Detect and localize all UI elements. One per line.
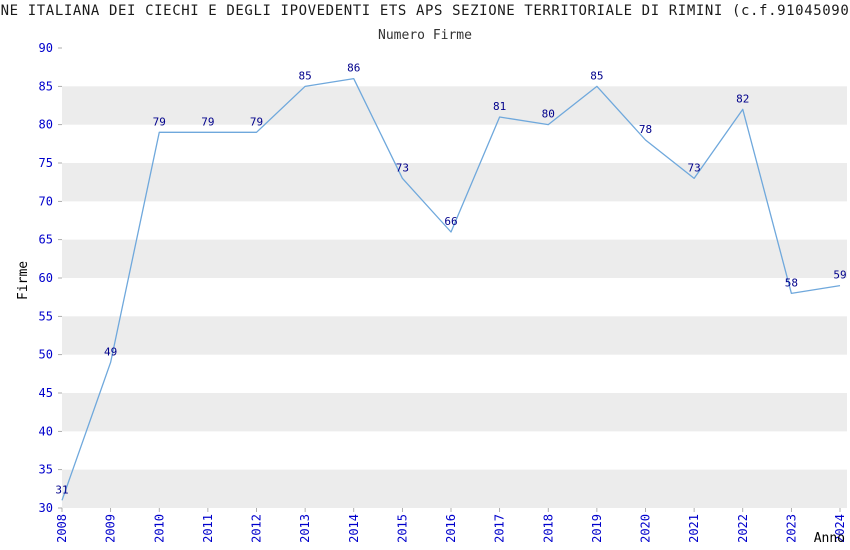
data-label: 58: [785, 276, 798, 289]
y-tick-label: 80: [39, 118, 53, 132]
y-tick-label: 70: [39, 194, 53, 208]
x-tick-label: 2010: [152, 514, 166, 543]
data-label: 82: [736, 92, 749, 105]
x-tick-label: 2013: [298, 514, 312, 543]
y-tick-label: 30: [39, 501, 53, 515]
x-tick-label: 2019: [590, 514, 604, 543]
data-label: 66: [444, 215, 457, 228]
data-label: 73: [688, 161, 701, 174]
x-tick-label: 2023: [784, 514, 798, 543]
data-label: 59: [833, 269, 846, 282]
data-label: 49: [104, 345, 117, 358]
data-label: 79: [250, 115, 263, 128]
data-label: 80: [542, 108, 555, 121]
x-tick-label: 2016: [444, 514, 458, 543]
data-label: 31: [55, 483, 68, 496]
x-tick-label: 2024: [833, 514, 847, 543]
data-label: 81: [493, 100, 506, 113]
x-tick-label: 2015: [395, 514, 409, 543]
data-label: 85: [299, 69, 312, 82]
grid-band: [62, 239, 847, 278]
data-label: 79: [201, 115, 214, 128]
grid-band: [62, 316, 847, 355]
x-tick-label: 2011: [201, 514, 215, 543]
y-tick-label: 40: [39, 424, 53, 438]
x-axis-label: Anno: [813, 531, 845, 546]
y-tick-label: 85: [39, 79, 53, 93]
series-line: [61, 78, 841, 501]
y-tick-label: 65: [39, 233, 53, 247]
y-tick-label: 45: [39, 386, 53, 400]
data-label: 78: [639, 123, 652, 136]
y-tick-label: 75: [39, 156, 53, 170]
x-tick-label: 2009: [104, 514, 118, 543]
y-tick-label: 50: [39, 348, 53, 362]
grid-band: [62, 163, 847, 202]
data-label: 86: [347, 62, 360, 75]
plot-subtitle: Numero Firme: [378, 28, 472, 43]
x-tick-label: 2021: [687, 514, 701, 543]
chart-title: ONE ITALIANA DEI CIECHI E DEGLI IPOVEDEN…: [0, 3, 850, 19]
y-axis-label: Firme: [16, 260, 31, 300]
x-tick-label: 2017: [493, 514, 507, 543]
y-tick-label: 90: [39, 41, 53, 55]
grid-band: [62, 86, 847, 125]
grid-band: [62, 393, 847, 432]
x-tick-label: 2014: [347, 514, 361, 543]
y-tick-label: 35: [39, 463, 53, 477]
x-tick-label: 2020: [639, 514, 653, 543]
y-tick-label: 60: [39, 271, 53, 285]
grid-band: [62, 469, 847, 508]
x-tick-label: 2022: [736, 514, 750, 543]
x-tick-label: 2008: [55, 514, 69, 543]
x-tick-label: 2018: [541, 514, 555, 543]
data-label: 79: [153, 115, 166, 128]
y-tick-label: 55: [39, 309, 53, 323]
x-tick-label: 2012: [250, 514, 264, 543]
data-label: 73: [396, 161, 409, 174]
data-label: 85: [590, 69, 603, 82]
